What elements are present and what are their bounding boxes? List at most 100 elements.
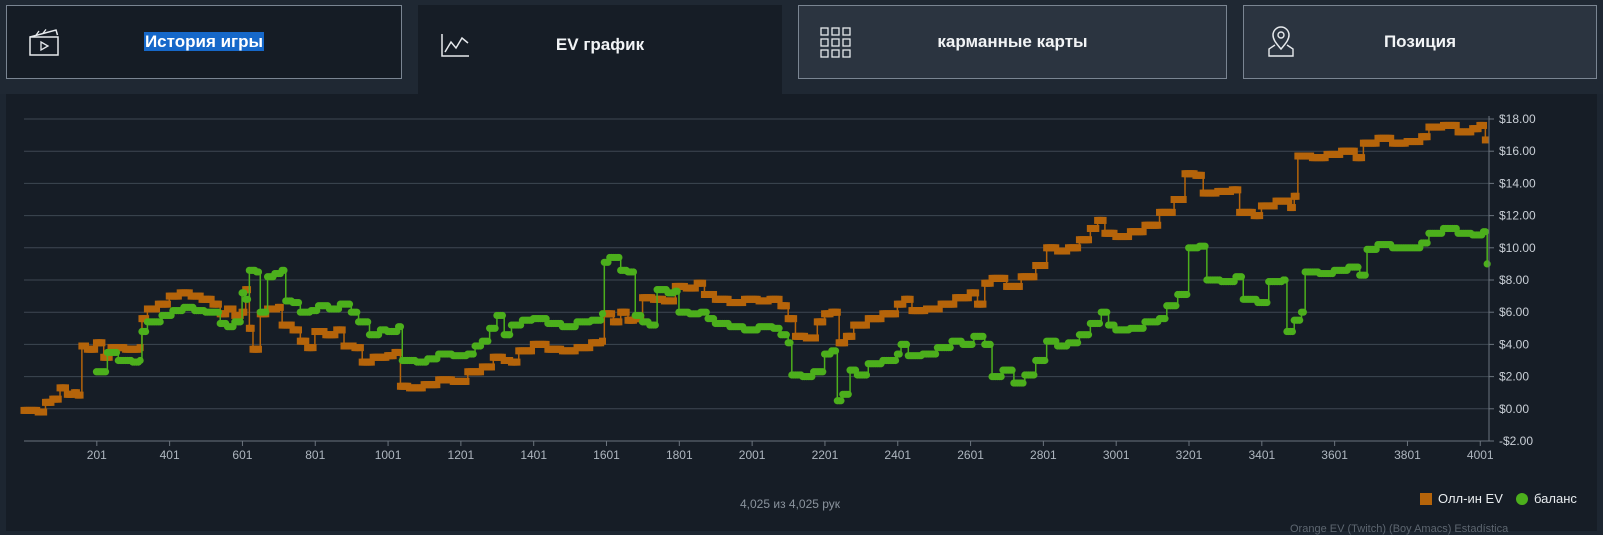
ev-data-point [892, 310, 900, 318]
ev-data-point [699, 279, 707, 287]
y-tick-label: -$2.00 [1499, 434, 1533, 448]
ev-data-point [1350, 147, 1358, 155]
x-tick-label: 2201 [812, 448, 839, 462]
ev-data-point [899, 300, 907, 308]
ev-data-point [615, 318, 623, 326]
balance-data-point [1299, 308, 1307, 316]
balance-data-point [782, 331, 790, 339]
ev-data-point [76, 391, 84, 399]
balance-data-point [844, 390, 852, 398]
tab-pocket-cards[interactable]: карманные карты [798, 5, 1227, 79]
ev-chart: -$2.00 $0.00 $2.00 $4.00 $6.00 $8.00 $10.00 $12… [20, 112, 1536, 462]
ev-data-point [513, 358, 521, 366]
ev-data-point [1125, 233, 1133, 241]
balance-data-point [1201, 242, 1209, 250]
ev-data-point [40, 408, 48, 416]
ev-data-point [1085, 236, 1093, 244]
ev-data-point [153, 305, 161, 313]
tab-ev-chart-label: EV график [555, 35, 645, 54]
y-tick-label: $6.00 [1499, 305, 1529, 319]
ev-data-point [1288, 204, 1296, 212]
ev-data-point [608, 310, 616, 318]
balance-data-point [243, 295, 252, 303]
credit-text: Orange EV (Twitch) (Boy Amacs) Estadísti… [1290, 523, 1509, 535]
balance-data-point [396, 323, 405, 331]
balance-data-point [136, 356, 144, 365]
ev-data-point [91, 345, 99, 353]
ev-data-point [542, 340, 550, 348]
ev-data-point [586, 344, 594, 352]
balance-data-point [294, 298, 303, 307]
ev-data-point [1285, 197, 1293, 205]
ev-data-point [811, 334, 819, 342]
ev-data-point [775, 295, 783, 303]
legend-item-ev[interactable]: Олл-ин EV [1420, 491, 1503, 506]
ev-data-point [1139, 228, 1147, 236]
ev-data-point [240, 308, 248, 316]
ev-data-point [1423, 133, 1431, 141]
balance-data-point [506, 331, 514, 339]
balance-data-point [597, 316, 605, 324]
legend-label-ev: Олл-ин EV [1438, 491, 1503, 506]
series-ev [20, 121, 1489, 416]
balance-data-point [1084, 331, 1093, 339]
balance-data-point [156, 318, 164, 326]
x-tick-label: 3201 [1176, 448, 1203, 462]
x-tick-label: 2601 [957, 448, 984, 462]
balance-data-point [236, 318, 244, 326]
tab-position[interactable]: Позиция [1243, 5, 1597, 79]
legend-label-balance: баланс [1534, 491, 1577, 506]
balance-data-point [214, 308, 223, 316]
balance-data-point [1019, 379, 1027, 387]
ev-data-point [1270, 202, 1278, 210]
x-tick-label: 1401 [520, 448, 547, 462]
balance-data-point [1008, 366, 1016, 374]
y-tick-label: $18.00 [1499, 112, 1536, 126]
ev-data-point [338, 326, 346, 334]
balance-data-point [254, 268, 263, 276]
ev-data-point [62, 384, 70, 392]
balance-data-point [498, 311, 506, 320]
ev-data-point [105, 353, 113, 361]
x-tick-label: 1001 [375, 448, 402, 462]
ev-data-point [935, 305, 943, 313]
x-tick-label: 2401 [884, 448, 911, 462]
tab-ev-chart[interactable]: EV график [418, 5, 782, 94]
ev-data-point [950, 300, 958, 308]
balance-data-point [1139, 324, 1147, 332]
ev-data-point [207, 295, 215, 303]
balance-data-point [673, 287, 681, 295]
ev-data-point [669, 297, 677, 305]
ev-data-point [1015, 282, 1023, 290]
ev-data-point [1092, 224, 1100, 232]
ev-data-point [1168, 208, 1176, 216]
balance-data-point [598, 310, 607, 318]
balance-data-point [831, 347, 840, 355]
balance-data-point [280, 266, 288, 274]
legend-square-icon [1420, 492, 1432, 505]
x-tick-label: 3601 [1321, 448, 1348, 462]
tab-game-history[interactable]: История игры [6, 5, 402, 79]
location-pin-icon [1268, 26, 1294, 57]
ev-data-point [462, 377, 470, 385]
y-tick-label: $14.00 [1499, 176, 1536, 190]
series-balance [92, 224, 1491, 405]
balance-data-point [775, 324, 783, 332]
x-tick-label: 3801 [1394, 448, 1421, 462]
balance-data-point [1423, 239, 1431, 247]
balance-data-point [1354, 263, 1362, 271]
ev-data-point [1074, 244, 1082, 252]
ev-data-point [1292, 192, 1300, 200]
legend-item-balance[interactable]: баланс [1516, 491, 1577, 506]
ev-data-point [163, 300, 171, 308]
balance-data-point [615, 253, 623, 262]
ev-data-point [819, 318, 827, 326]
y-tick-label: $2.00 [1499, 370, 1529, 384]
balance-data-point [101, 368, 110, 376]
ev-data-point [622, 308, 630, 316]
balance-data-point [491, 324, 499, 332]
ev-data-point [790, 315, 798, 323]
balance-data-point [1103, 308, 1111, 316]
balance-data-point [1095, 319, 1104, 328]
balance-data-point [702, 308, 710, 316]
